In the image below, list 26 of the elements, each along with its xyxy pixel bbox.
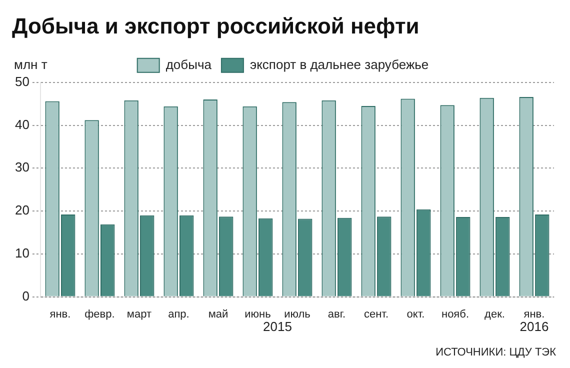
y-tick-label: 20 — [14, 202, 30, 218]
y-tick-label: 50 — [14, 74, 30, 89]
x-tick-label: февр. — [84, 308, 115, 320]
x-tick-label: нояб. — [441, 308, 469, 320]
x-tick-label: май — [208, 308, 228, 320]
x-tick-label: янв. — [524, 308, 545, 320]
x-tick-label: сент. — [364, 308, 389, 320]
text: ИСТОЧНИКИ: ЦДУ ТЭК — [436, 346, 557, 359]
x-tick-label: авг. — [328, 308, 346, 320]
y-tick-label: 30 — [14, 160, 30, 175]
x-tick-label: янв. — [50, 308, 71, 320]
text: 2015 — [263, 318, 292, 334]
legend-label: экспорт в дальнее зарубежье — [250, 56, 429, 72]
y-tick-label: 10 — [14, 246, 30, 260]
x-tick-label: июль — [284, 308, 311, 320]
x-tick-label: дек. — [484, 308, 505, 320]
x-tick-label: апр. — [168, 308, 190, 320]
text: 2016 — [520, 318, 549, 334]
x-tick-label: окт. — [406, 308, 425, 320]
y-axis-title: млн т — [14, 56, 48, 72]
x-tick-label: июнь — [244, 308, 272, 320]
y-tick-label: 40 — [14, 116, 30, 132]
legend-label: добыча — [166, 56, 212, 72]
x-tick-label: март — [126, 308, 152, 320]
chart-title: Добыча и экспорт российской нефти — [12, 13, 420, 38]
y-tick-label: 0 — [22, 288, 30, 304]
